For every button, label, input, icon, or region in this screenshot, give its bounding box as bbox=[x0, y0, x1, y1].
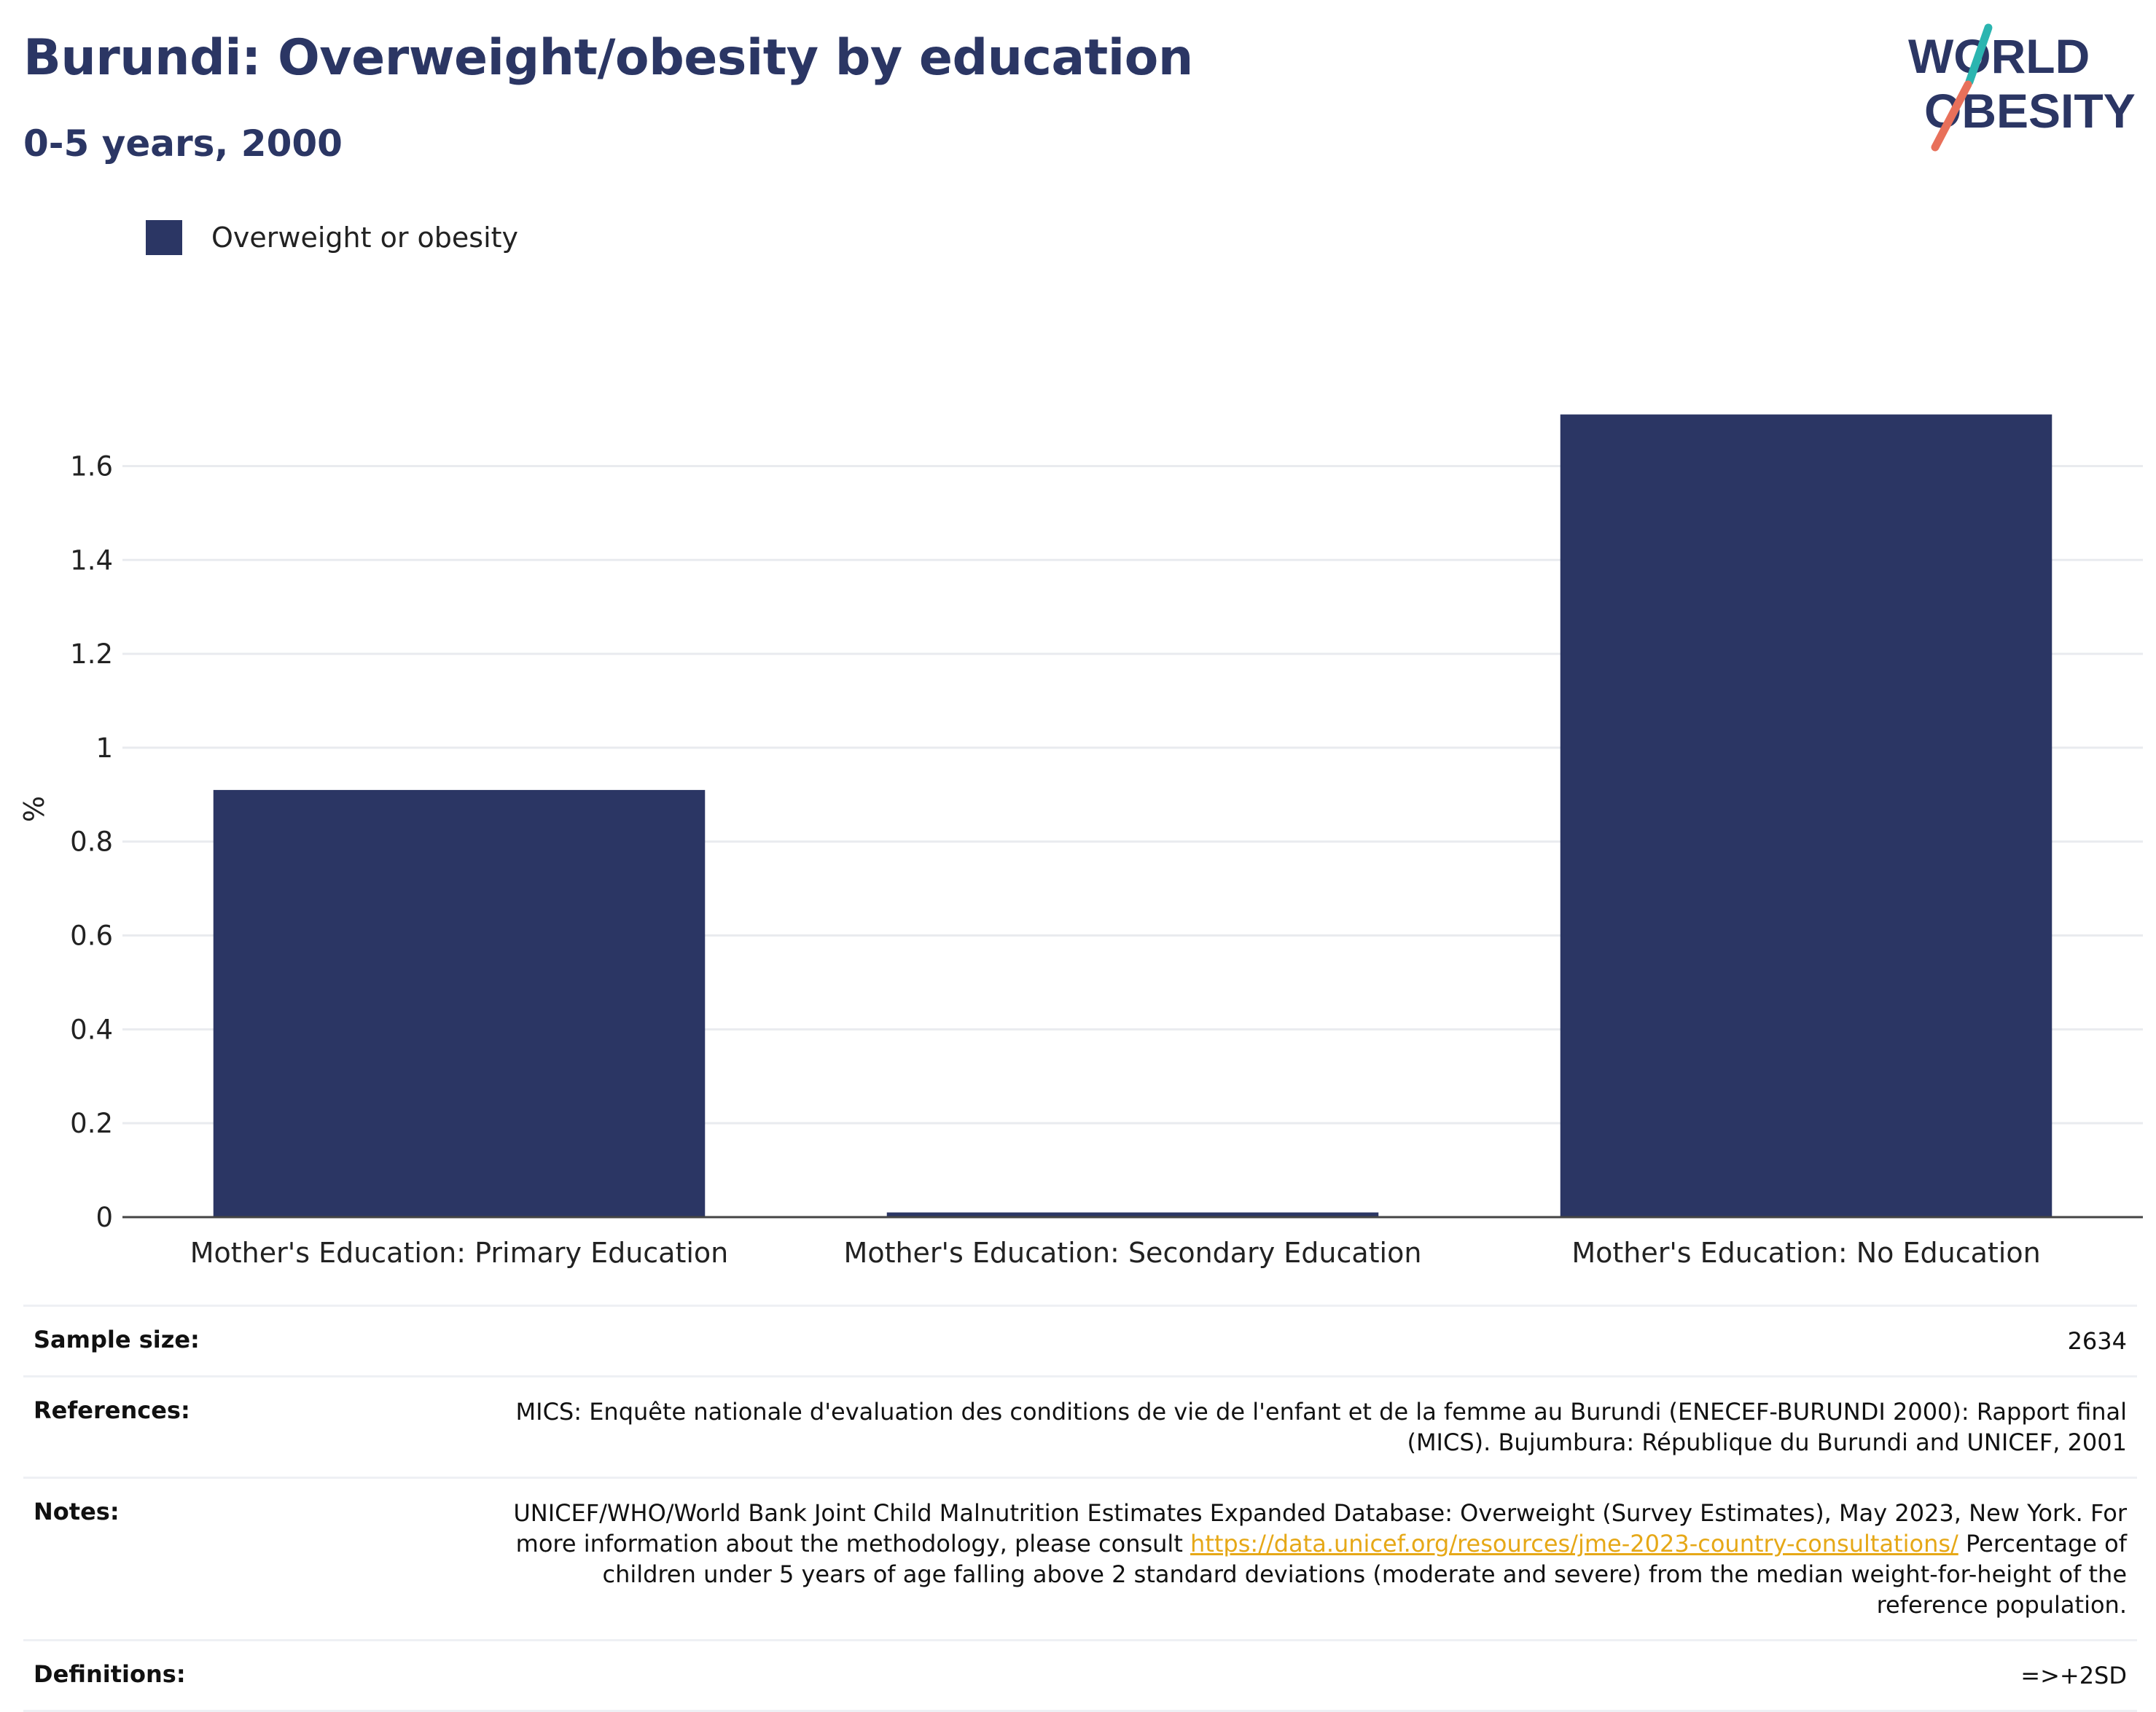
sample-size-label: Sample size: bbox=[34, 1326, 200, 1353]
chart-title: Burundi: Overweight/obesity by education bbox=[23, 29, 1193, 87]
sample-size-row: Sample size: 2634 bbox=[23, 1305, 2137, 1377]
y-tick-label: 0.8 bbox=[70, 826, 113, 858]
notes-label: Notes: bbox=[34, 1498, 120, 1525]
x-tick-label: Mother's Education: Primary Education bbox=[190, 1237, 729, 1269]
y-tick-label: 0 bbox=[95, 1202, 113, 1233]
y-tick-label: 1.2 bbox=[70, 638, 113, 670]
definitions-value: =>+2SD bbox=[2020, 1662, 2127, 1689]
bars bbox=[213, 414, 2053, 1217]
bar[interactable] bbox=[213, 789, 706, 1217]
chart-subtitle: 0-5 years, 2000 bbox=[23, 122, 343, 165]
notes-text-before: UNICEF/WHO/World Bank Joint Child Malnut… bbox=[513, 1499, 2127, 1557]
y-tick-labels: 0 0.2 0.4 0.6 0.8 1 1.2 1.4 1.6 bbox=[70, 450, 113, 1233]
definitions-label: Definitions: bbox=[34, 1660, 186, 1688]
sample-size-value: 2634 bbox=[2067, 1327, 2127, 1355]
bar[interactable] bbox=[886, 1212, 1379, 1217]
x-tick-label: Mother's Education: No Education bbox=[1571, 1237, 2040, 1269]
notes-text-after: Percentage of children under 5 years of … bbox=[602, 1530, 2128, 1619]
references-label: References: bbox=[34, 1396, 190, 1424]
y-tick-label: 1.4 bbox=[70, 544, 113, 576]
y-tick-label: 1.6 bbox=[70, 450, 113, 482]
definitions-row: Definitions: =>+2SD bbox=[23, 1640, 2137, 1711]
bar[interactable] bbox=[1560, 414, 2053, 1217]
metadata-table: Sample size: 2634 References: MICS: Enqu… bbox=[23, 1305, 2137, 1712]
logo-slash-teal bbox=[1965, 23, 1993, 86]
notes-link[interactable]: https://data.unicef.org/resources/jme-20… bbox=[1190, 1530, 1958, 1557]
bar-chart: 0 0.2 0.4 0.6 0.8 1 1.2 1.4 1.6 Mother's Educati… bbox=[18, 414, 2143, 1269]
x-tick-label: Mother's Education: Secondary Education bbox=[844, 1237, 1422, 1269]
legend-swatch[interactable] bbox=[146, 220, 182, 255]
y-tick-label: 0.2 bbox=[70, 1108, 113, 1139]
y-tick-label: 0.4 bbox=[70, 1014, 113, 1045]
x-tick-labels: Mother's Education: Primary Education Mot… bbox=[190, 1237, 2041, 1269]
world-obesity-logo: WORLD OBESITY bbox=[1908, 23, 2136, 152]
y-tick-label: 0.6 bbox=[70, 921, 113, 952]
logo-slash-coral bbox=[1931, 80, 1972, 152]
references-row: References: MICS: Enquête nationale d'ev… bbox=[23, 1376, 2137, 1478]
references-value: MICS: Enquête nationale d'evaluation des… bbox=[515, 1398, 2127, 1456]
logo-word-1: WORLD bbox=[1908, 29, 2090, 83]
y-tick-label: 1 bbox=[95, 732, 113, 764]
legend-label[interactable]: Overweight or obesity bbox=[211, 222, 519, 254]
notes-value: UNICEF/WHO/World Bank Joint Child Malnut… bbox=[481, 1478, 2137, 1641]
y-axis-title: % bbox=[18, 796, 50, 822]
notes-row: Notes: UNICEF/WHO/World Bank Joint Child… bbox=[23, 1477, 2137, 1641]
legend: Overweight or obesity bbox=[146, 219, 518, 257]
